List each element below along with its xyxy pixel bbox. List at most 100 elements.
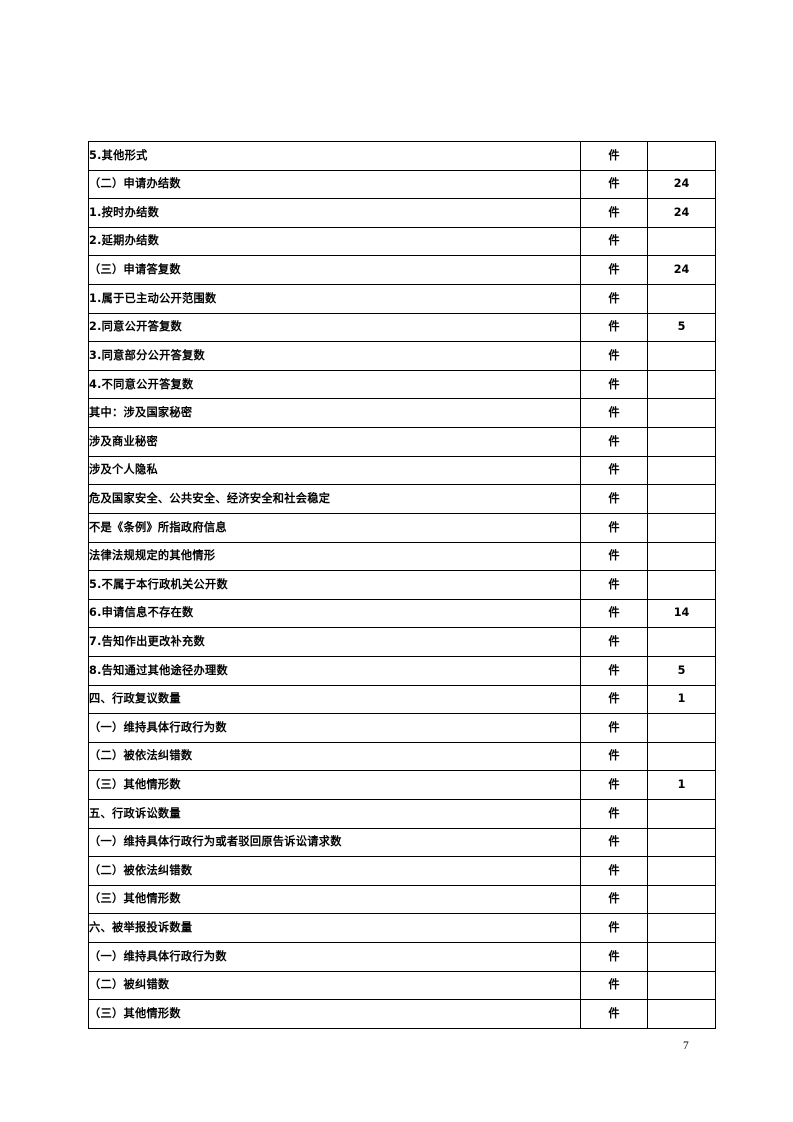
table-row: 8.告知通过其他途径办理数件 5	[88, 655, 716, 686]
row-item-label: （二）申请办结数	[88, 169, 581, 200]
table-row: 危及国家安全、公共安全、经济安全和社会稳定件	[88, 484, 716, 514]
row-unit-cell: 件	[580, 427, 648, 457]
table-row: （二）申请办结数件 24	[88, 169, 716, 200]
row-value-cell	[647, 627, 716, 657]
row-item-label: （一）维持具体行政行为或者驳回原告诉讼请求数	[88, 827, 581, 858]
row-unit-cell: 件	[580, 455, 648, 486]
row-unit-cell: 件	[580, 627, 648, 657]
row-value-cell: 1	[647, 770, 716, 801]
row-value-cell	[647, 226, 716, 257]
row-item-label: 2.延期办结数	[88, 226, 581, 257]
table-row: 2.延期办结数件	[88, 226, 716, 257]
table-row: 2.同意公开答复数件 5	[88, 312, 716, 343]
row-item-label: （二）被依法纠错数	[88, 741, 581, 772]
table-row: 1.按时办结数件 24	[88, 198, 716, 228]
table-row: （二）被纠错数件	[88, 970, 716, 1001]
row-value-cell	[647, 398, 716, 429]
row-value-cell	[647, 484, 716, 514]
row-item-label: 六、被举报投诉数量	[88, 913, 581, 944]
row-item-label: （三）其他情形数	[88, 884, 581, 915]
row-value-cell	[647, 570, 716, 600]
row-item-label: 7.告知作出更改补充数	[88, 627, 581, 657]
row-unit-cell: 件	[580, 942, 648, 972]
table-row: 六、被举报投诉数量件	[88, 913, 716, 944]
row-unit-cell: 件	[580, 884, 648, 915]
row-unit-cell: 件	[580, 484, 648, 514]
row-unit-cell: 件	[580, 598, 648, 629]
row-item-label: 危及国家安全、公共安全、经济安全和社会稳定	[88, 484, 581, 514]
row-unit-cell: 件	[580, 684, 648, 715]
table-row: 3.同意部分公开答复数件	[88, 341, 716, 371]
statistics-table-container: 5.其他形式件（二）申请办结数件 24 1.按时办结数件 24 2.延期办结数件（三）申…	[88, 141, 716, 1029]
row-unit-cell: 件	[580, 255, 648, 286]
row-value-cell	[647, 741, 716, 772]
row-value-cell	[647, 913, 716, 944]
row-unit-cell: 件	[580, 541, 648, 572]
table-row: 涉及个人隐私件	[88, 455, 716, 486]
row-value-cell: 24	[647, 255, 716, 286]
table-row: 其中：涉及国家秘密件	[88, 398, 716, 429]
row-value-cell	[647, 942, 716, 972]
row-item-label: （三）其他情形数	[88, 770, 581, 801]
table-row: 四、行政复议数量件 1	[88, 684, 716, 715]
table-row: 1.属于已主动公开范围数件	[88, 284, 716, 314]
row-item-label: 1.属于已主动公开范围数	[88, 284, 581, 314]
row-unit-cell: 件	[580, 398, 648, 429]
row-unit-cell: 件	[580, 799, 648, 829]
row-value-cell: 1	[647, 684, 716, 715]
row-value-cell: 14	[647, 598, 716, 629]
row-unit-cell: 件	[580, 713, 648, 743]
row-unit-cell: 件	[580, 655, 648, 686]
table-row: （一）维持具体行政行为或者驳回原告诉讼请求数件	[88, 827, 716, 858]
table-row: 涉及商业秘密件	[88, 427, 716, 457]
row-unit-cell: 件	[580, 770, 648, 801]
table-row: （一）维持具体行政行为数件	[88, 942, 716, 972]
table-row: 5.不属于本行政机关公开数件	[88, 570, 716, 600]
row-value-cell	[647, 541, 716, 572]
row-unit-cell: 件	[580, 169, 648, 200]
row-item-label: （一）维持具体行政行为数	[88, 713, 581, 743]
row-item-label: 2.同意公开答复数	[88, 312, 581, 343]
row-item-label: 6.申请信息不存在数	[88, 598, 581, 629]
row-item-label: 5.不属于本行政机关公开数	[88, 570, 581, 600]
row-unit-cell: 件	[580, 741, 648, 772]
row-item-label: （一）维持具体行政行为数	[88, 942, 581, 972]
row-value-cell	[647, 369, 716, 400]
row-item-label: （三）其他情形数	[88, 999, 581, 1029]
table-row: 7.告知作出更改补充数件	[88, 627, 716, 657]
table-row: 法律法规规定的其他情形件	[88, 541, 716, 572]
row-value-cell	[647, 427, 716, 457]
row-item-label: 其中：涉及国家秘密	[88, 398, 581, 429]
row-value-cell	[647, 970, 716, 1001]
row-item-label: 五、行政诉讼数量	[88, 799, 581, 829]
row-unit-cell: 件	[580, 284, 648, 314]
table-row: （三）申请答复数件 24	[88, 255, 716, 286]
row-item-label: 不是《条例》所指政府信息	[88, 512, 581, 543]
table-row: （三）其他情形数件	[88, 999, 716, 1029]
table-row: 6.申请信息不存在数件 14	[88, 598, 716, 629]
table-row: 5.其他形式件	[88, 141, 716, 171]
row-item-label: 3.同意部分公开答复数	[88, 341, 581, 371]
row-item-label: 4.不同意公开答复数	[88, 369, 581, 400]
page-number: 7	[683, 1040, 689, 1052]
row-value-cell	[647, 512, 716, 543]
row-value-cell	[647, 141, 716, 171]
row-unit-cell: 件	[580, 226, 648, 257]
row-item-label: 5.其他形式	[88, 141, 581, 171]
row-unit-cell: 件	[580, 369, 648, 400]
table-row: （三）其他情形数件	[88, 884, 716, 915]
row-value-cell	[647, 827, 716, 858]
row-unit-cell: 件	[580, 198, 648, 228]
table-row: （三）其他情形数件 1	[88, 770, 716, 801]
table-row: 4.不同意公开答复数件	[88, 369, 716, 400]
row-value-cell	[647, 455, 716, 486]
table-row: 不是《条例》所指政府信息件	[88, 512, 716, 543]
row-value-cell	[647, 999, 716, 1029]
row-item-label: （二）被依法纠错数	[88, 856, 581, 886]
row-value-cell	[647, 884, 716, 915]
row-value-cell: 5	[647, 312, 716, 343]
row-item-label: （三）申请答复数	[88, 255, 581, 286]
row-value-cell: 5	[647, 655, 716, 686]
row-unit-cell: 件	[580, 970, 648, 1001]
